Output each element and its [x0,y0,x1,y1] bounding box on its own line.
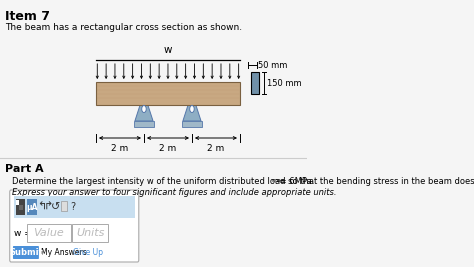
Text: Express your answer to four significant figures and include appropriate units.: Express your answer to four significant … [12,188,336,197]
Bar [182,121,202,127]
Text: Units: Units [76,228,104,238]
Text: 2 m: 2 m [159,144,177,153]
Circle shape [190,105,194,112]
Bar [19,205,23,210]
Text: ↺: ↺ [51,202,61,212]
Polygon shape [183,105,201,121]
Text: = 6MPa.: = 6MPa. [277,177,314,186]
Bar [16,199,25,215]
Text: w =: w = [14,229,32,238]
Text: Give Up: Give Up [73,248,103,257]
Text: μA: μA [26,202,37,211]
Text: Part A: Part A [5,164,44,174]
Bar [134,121,155,127]
Bar [251,72,259,94]
Bar [14,196,135,218]
Text: Determine the largest intensity w of the uniform distributed load so that the be: Determine the largest intensity w of the… [12,177,474,186]
FancyBboxPatch shape [13,246,39,259]
Bar [16,200,19,205]
Bar [96,82,240,105]
Text: Submit: Submit [9,248,43,257]
Text: 2 m: 2 m [207,144,225,153]
Text: ↰: ↰ [37,202,47,212]
Bar [27,199,37,215]
FancyBboxPatch shape [10,190,139,262]
Text: 2 m: 2 m [111,144,128,153]
Text: Value: Value [33,228,64,238]
Text: 150 mm: 150 mm [266,78,301,88]
Polygon shape [135,105,153,121]
Bar [72,224,108,242]
Text: max: max [271,178,285,183]
Circle shape [142,105,146,112]
Text: w: w [164,45,172,55]
Text: ?: ? [71,202,76,212]
Text: The beam has a rectangular cross section as shown.: The beam has a rectangular cross section… [5,23,242,32]
Bar [27,224,71,242]
Text: ↱: ↱ [44,202,54,212]
Text: Item 7: Item 7 [5,10,50,23]
Text: My Answers: My Answers [41,248,87,257]
Bar [61,201,67,211]
Text: 50 mm: 50 mm [258,61,288,69]
